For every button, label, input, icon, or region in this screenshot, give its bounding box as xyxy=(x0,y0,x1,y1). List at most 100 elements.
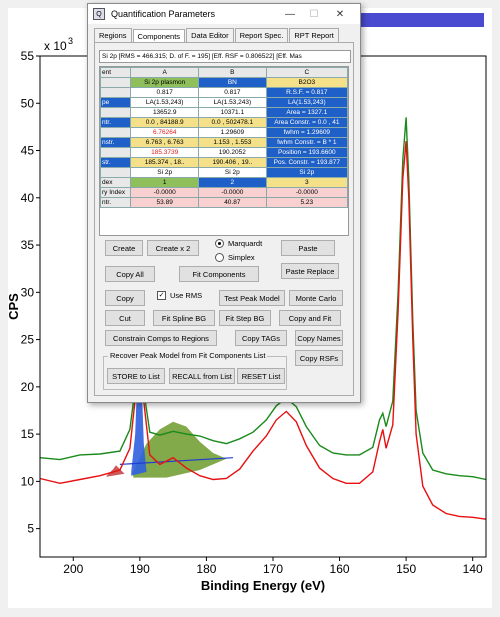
components-grid[interactable]: ent A B C Si 2p plasmon BN B2O3 0.817 0.… xyxy=(99,66,349,236)
grid-cell[interactable]: 0.817 xyxy=(130,87,199,98)
grid-cell[interactable]: fwhm Constr. = B * 1 xyxy=(265,137,348,148)
y-tick-label: 50 xyxy=(21,96,35,110)
grid-cell[interactable]: Area Constr. = 0.0 , 41 xyxy=(265,117,348,128)
maximize-button[interactable]: ☐ xyxy=(309,8,319,20)
copy-names-button[interactable]: Copy Names xyxy=(295,330,343,346)
fit-components-button[interactable]: Fit Components xyxy=(179,266,259,282)
grid-cell[interactable]: LA(1.53,243) xyxy=(198,97,267,108)
grid-cell[interactable]: -0.0000 xyxy=(265,187,348,198)
y-multiplier: x 10 xyxy=(44,39,67,53)
grid-cell[interactable]: 0.817 xyxy=(198,87,267,98)
grid-cell[interactable]: 53.89 xyxy=(130,197,199,208)
grid-header: C xyxy=(265,67,348,78)
y-tick-label: 45 xyxy=(21,144,35,158)
window-titlebar-band xyxy=(352,13,484,27)
grid-cell[interactable]: -0.0000 xyxy=(130,187,199,198)
row-label xyxy=(100,87,132,98)
grid-cell[interactable]: Si 2p xyxy=(130,167,199,178)
recall-from-list-button[interactable]: RECALL from List xyxy=(169,368,235,384)
group-label: Recover Peak Model from Fit Components L… xyxy=(108,351,268,360)
tab-report-spec[interactable]: Report Spec. xyxy=(234,28,289,42)
paste-replace-button[interactable]: Paste Replace xyxy=(281,263,339,279)
grid-cell[interactable]: 3 xyxy=(265,177,348,188)
copy-tags-button[interactable]: Copy TAGs xyxy=(235,330,287,346)
copy-all-button[interactable]: Copy All xyxy=(105,266,155,282)
quantification-parameters-dialog: Q Quantification Parameters — ☐ ✕ Region… xyxy=(87,3,361,403)
row-label: ry Index xyxy=(100,187,132,198)
grid-cell[interactable]: 1.153 , 1.553 xyxy=(198,137,267,148)
grid-cell[interactable]: 2 xyxy=(198,177,267,188)
grid-cell[interactable]: Area = 1327.1 xyxy=(265,107,348,118)
grid-cell[interactable]: R.S.F. = 0.817 xyxy=(265,87,348,98)
constrain-comps-button[interactable]: Constrain Comps to Regions xyxy=(105,330,217,346)
checkbox-label: Use RMS xyxy=(170,291,203,300)
grid-cell[interactable]: 13652.9 xyxy=(130,107,199,118)
copy-and-fit-button[interactable]: Copy and Fit xyxy=(279,310,341,326)
grid-cell[interactable]: Pos. Constr. = 193.877 xyxy=(265,157,348,168)
radio-marquardt[interactable]: Marquardt xyxy=(215,239,262,248)
y-tick-label: 30 xyxy=(21,285,35,299)
reset-list-button[interactable]: RESET List xyxy=(237,368,285,384)
copy-button[interactable]: Copy xyxy=(105,290,145,306)
tab-rpt-report[interactable]: RPT Report xyxy=(289,28,339,42)
grid-cell[interactable]: -0.0000 xyxy=(198,187,267,198)
x-tick-label: 190 xyxy=(130,562,150,576)
y-tick-label: 20 xyxy=(21,380,35,394)
grid-cell[interactable]: 190.406 , 19.. xyxy=(198,157,267,168)
grid-cell[interactable]: 6.76264 xyxy=(130,127,199,138)
y-tick-label: 10 xyxy=(21,474,35,488)
tab-regions[interactable]: Regions xyxy=(94,28,132,42)
row-label xyxy=(100,147,132,158)
create-x2-button[interactable]: Create x 2 xyxy=(147,240,199,256)
fit-spline-bg-button[interactable]: Fit Spline BG xyxy=(153,310,215,326)
fit-step-bg-button[interactable]: Fit Step BG xyxy=(219,310,271,326)
grid-cell[interactable]: 6.763 , 6.763 xyxy=(130,137,199,148)
grid-cell[interactable]: LA(1.53,243) xyxy=(265,97,348,108)
recover-peak-model-group: Recover Peak Model from Fit Components L… xyxy=(103,351,287,390)
store-to-list-button[interactable]: STORE to List xyxy=(107,368,165,384)
grid-cell[interactable]: Si 2p xyxy=(265,167,348,178)
minimize-button[interactable]: — xyxy=(285,8,295,20)
create-button[interactable]: Create xyxy=(105,240,143,256)
y-tick-label: 35 xyxy=(21,238,35,252)
test-peak-model-button[interactable]: Test Peak Model xyxy=(219,290,285,306)
radio-simplex[interactable]: Simplex xyxy=(215,253,255,262)
radio-label: Marquardt xyxy=(228,239,263,248)
grid-cell[interactable]: 40.87 xyxy=(198,197,267,208)
grid-cell[interactable]: 1.29609 xyxy=(198,127,267,138)
grid-cell[interactable]: 10371.1 xyxy=(198,107,267,118)
monte-carlo-button[interactable]: Monte Carlo xyxy=(289,290,343,306)
grid-cell[interactable]: 5.23 xyxy=(265,197,348,208)
dialog-titlebar[interactable]: Q Quantification Parameters — ☐ ✕ xyxy=(88,4,360,24)
grid-cell[interactable]: LA(1.53,243) xyxy=(130,97,199,108)
tab-bar: Regions Components Data Editor Report Sp… xyxy=(94,28,360,43)
checkbox-box: ✓ xyxy=(157,291,166,300)
radio-circle xyxy=(215,239,224,248)
row-label xyxy=(100,167,132,178)
grid-cell[interactable]: Si 2p plasmon xyxy=(130,77,199,88)
close-button[interactable]: ✕ xyxy=(335,8,345,20)
grid-cell[interactable]: 185.3739 xyxy=(130,147,199,158)
y-axis-label: CPS xyxy=(6,293,21,320)
cut-button[interactable]: Cut xyxy=(105,310,145,326)
grid-cell[interactable]: BN xyxy=(198,77,267,88)
grid-cell[interactable]: 185.374 , 18.. xyxy=(130,157,199,168)
copy-rsfs-button[interactable]: Copy RSFs xyxy=(295,350,343,366)
y-tick-label: 5 xyxy=(27,522,34,536)
grid-cell[interactable]: 190.2052 xyxy=(198,147,267,158)
grid-cell[interactable]: Si 2p xyxy=(198,167,267,178)
grid-cell[interactable]: fwhm = 1.29609 xyxy=(265,127,348,138)
row-label: pe xyxy=(100,97,132,108)
tab-components[interactable]: Components xyxy=(132,29,186,43)
tab-data-editor[interactable]: Data Editor xyxy=(186,28,234,42)
grid-cell[interactable]: 1 xyxy=(130,177,199,188)
paste-button[interactable]: Paste xyxy=(281,240,335,256)
grid-cell[interactable]: 0.0 , 84188.9 xyxy=(130,117,199,128)
grid-header: B xyxy=(198,67,267,78)
fit-info-line: Si 2p [RMS = 466.315; D. of F. = 195] [E… xyxy=(99,50,351,63)
grid-header: A xyxy=(130,67,199,78)
grid-cell[interactable]: B2O3 xyxy=(265,77,348,88)
grid-cell[interactable]: 0.0 , 502478.1 xyxy=(198,117,267,128)
grid-cell[interactable]: Position = 193.6600 xyxy=(265,147,348,158)
use-rms-checkbox[interactable]: ✓ Use RMS xyxy=(157,291,202,300)
